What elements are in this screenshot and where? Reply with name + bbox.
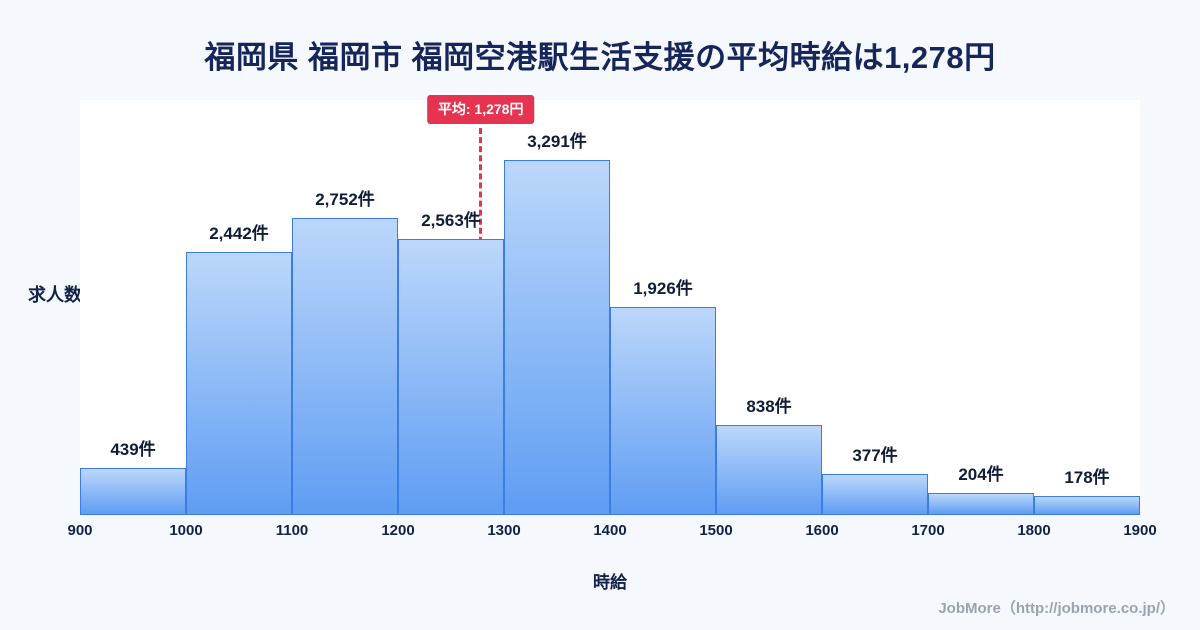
histogram-bar — [398, 238, 504, 515]
bar-value-label: 1,926件 — [633, 279, 693, 299]
bar-value-label: 204件 — [958, 465, 1004, 484]
x-tick-label: 1000 — [169, 522, 203, 539]
y-axis-label: 求人数 — [28, 285, 82, 305]
histogram-bar — [928, 493, 1034, 515]
histogram-bar — [822, 474, 928, 515]
histogram-bar — [610, 307, 716, 515]
x-tick-label: 1400 — [593, 522, 627, 539]
x-tick-label: 1500 — [699, 522, 733, 539]
bar-value-label: 2,563件 — [421, 210, 481, 230]
x-tick-label: 1300 — [487, 522, 521, 539]
histogram-bar — [1034, 495, 1140, 515]
bar-value-label: 178件 — [1064, 467, 1110, 487]
bar-value-label: 439件 — [110, 439, 156, 459]
histogram-bar — [80, 467, 186, 515]
x-tick-label: 1800 — [1017, 522, 1051, 539]
x-axis-label: 時給 — [593, 573, 627, 592]
x-tick-label: 1100 — [275, 522, 309, 539]
bar-value-label: 2,752件 — [315, 190, 375, 210]
histogram-plot-area: 平均: 1,278円 439件 2,442件 2,752件 2,563件 3,291件 1… — [80, 95, 1140, 515]
bar-value-label: 377件 — [852, 446, 898, 466]
mean-value-badge: 平均: 1,278円 — [426, 95, 535, 124]
x-tick-label: 900 — [67, 522, 93, 539]
histogram-bar — [504, 160, 610, 515]
histogram-bar — [292, 218, 398, 515]
x-axis-ticks: 900 1000 1100 1200 1300 1400 1500 1600 1700 1800 1… — [67, 522, 1156, 542]
bar-value-label: 2,442件 — [209, 223, 269, 243]
x-tick-label: 1200 — [381, 522, 415, 539]
chart-title: 福岡県 福岡市 福岡空港駅生活支援の平均時給は1,278円 — [204, 40, 996, 75]
histogram-bar — [716, 424, 822, 515]
x-tick-label: 1700 — [911, 522, 945, 539]
x-tick-label: 1600 — [805, 522, 839, 539]
histogram-bar — [186, 251, 292, 515]
x-tick-label: 1900 — [1123, 522, 1157, 539]
source-credit: JobMore（http://jobmore.co.jp/） — [938, 600, 1175, 617]
bar-value-label: 838件 — [746, 396, 792, 416]
bar-value-label: 3,291件 — [527, 132, 587, 151]
